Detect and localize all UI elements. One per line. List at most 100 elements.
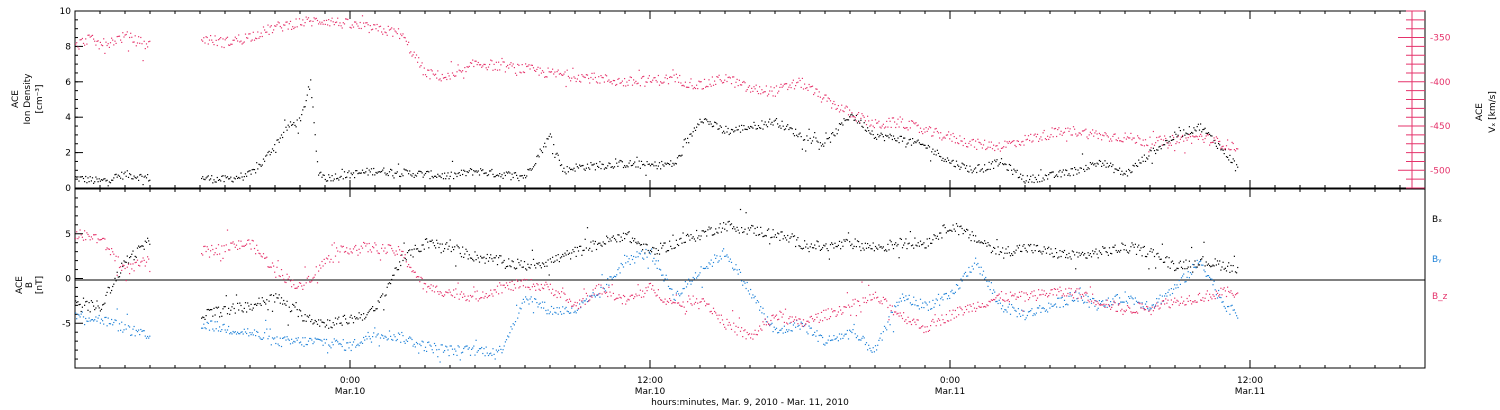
velocity-point	[889, 120, 891, 122]
density-point	[621, 161, 623, 163]
by-point	[499, 345, 501, 347]
by-point	[955, 284, 958, 286]
density-point	[671, 165, 673, 167]
by-point	[467, 348, 469, 350]
velocity-point	[1158, 136, 1160, 138]
bx-point	[1230, 264, 1232, 267]
by-point	[375, 336, 377, 338]
velocity-point	[78, 48, 80, 50]
velocity-point	[949, 138, 951, 140]
by-point	[220, 330, 222, 332]
velocity-point	[905, 127, 907, 129]
bz-point	[111, 248, 113, 250]
by-point	[392, 339, 394, 341]
density-point	[819, 142, 821, 144]
bz-point	[824, 317, 826, 319]
velocity-point	[224, 39, 226, 41]
density-point	[375, 171, 377, 174]
by-point	[97, 317, 99, 319]
by-point	[742, 284, 744, 286]
density-point	[372, 174, 374, 176]
velocity-point	[926, 130, 928, 132]
velocity-point	[240, 40, 242, 42]
velocity-point	[945, 134, 947, 136]
by-point	[1221, 301, 1223, 303]
bz-point	[130, 263, 132, 265]
bx-point	[927, 245, 929, 247]
velocity-point	[109, 42, 112, 44]
bx-point	[325, 324, 328, 326]
by-point	[913, 296, 915, 298]
velocity-point	[205, 36, 207, 38]
velocity-point	[1148, 151, 1150, 153]
by-point	[388, 330, 391, 332]
velocity-point	[781, 86, 783, 88]
by-point	[716, 255, 718, 257]
velocity-point	[252, 31, 254, 33]
density-point	[127, 176, 130, 178]
bz-point	[814, 319, 816, 321]
density-point	[1227, 156, 1229, 158]
by-point	[105, 316, 107, 318]
density-point	[882, 136, 884, 138]
bx-point	[1094, 251, 1096, 253]
bx-point	[636, 243, 638, 245]
bx-point	[949, 229, 951, 231]
bx-point	[961, 227, 963, 230]
velocity-point	[442, 77, 445, 79]
by-point	[931, 308, 933, 310]
bz-point	[148, 258, 150, 260]
bx-point	[642, 249, 644, 251]
by-point	[964, 271, 967, 273]
bx-point	[242, 311, 244, 313]
bx-point	[883, 250, 886, 252]
density-point	[901, 140, 904, 142]
top-right-tick-label: -500	[1430, 166, 1451, 176]
density-point	[1105, 166, 1107, 168]
density-point	[373, 167, 375, 170]
bz-point	[907, 316, 909, 318]
bx-point	[705, 230, 707, 232]
bz-point	[448, 289, 450, 291]
by-point	[809, 327, 811, 329]
velocity-point	[887, 126, 889, 128]
bx-point	[140, 245, 142, 248]
by-point	[606, 283, 608, 286]
density-point	[1098, 159, 1100, 162]
bx-point	[1210, 266, 1212, 268]
bz-point	[269, 266, 271, 268]
density-point	[1060, 176, 1062, 178]
velocity-point	[729, 77, 731, 79]
bz-point	[675, 294, 677, 296]
by-point	[424, 346, 427, 348]
bz-point	[763, 323, 765, 326]
density-point	[814, 132, 816, 134]
density-point	[597, 165, 599, 167]
bx-point	[847, 232, 850, 234]
velocity-point	[674, 81, 676, 83]
by-point	[104, 316, 106, 319]
bz-point	[581, 300, 583, 302]
density-point	[1188, 126, 1190, 128]
bz-point	[286, 273, 288, 275]
bx-point	[739, 208, 742, 211]
by-point	[1178, 279, 1180, 282]
velocity-point	[368, 31, 370, 34]
density-point	[871, 130, 873, 132]
bx-point	[738, 232, 740, 234]
by-point	[586, 301, 589, 303]
bx-point	[278, 294, 280, 296]
by-point	[575, 312, 577, 314]
by-point	[422, 341, 424, 343]
density-point	[919, 143, 922, 145]
velocity-point	[113, 44, 115, 46]
by-point	[288, 339, 290, 341]
by-point	[960, 278, 962, 280]
x-tick-label-time: 12:00	[1237, 376, 1263, 386]
bx-point	[869, 244, 871, 247]
bx-point	[637, 241, 639, 243]
bx-point	[885, 249, 887, 251]
bx-point	[489, 257, 491, 259]
bx-point	[988, 244, 990, 246]
density-point	[897, 137, 899, 139]
